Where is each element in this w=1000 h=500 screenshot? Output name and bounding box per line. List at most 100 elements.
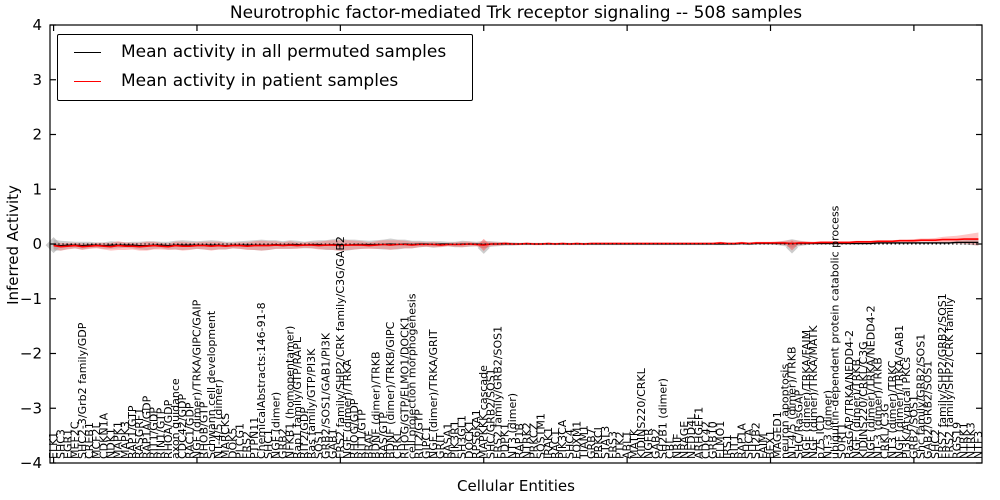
legend-line-red [74, 80, 101, 82]
legend: Mean activity in all permuted samples Me… [57, 34, 474, 101]
x-category-label: cell projection morphogenesis [406, 293, 419, 459]
patient-mean-line [53, 238, 979, 248]
x-category-label: GRB2/SOS1/GAB1/PI3K [320, 332, 333, 459]
x-category-label: RPS6KA1 [470, 409, 483, 459]
x-category-label: IRAK1 [542, 427, 555, 459]
x-category-label: RHOG/GTP/ELMO1/DOCK1 [398, 316, 411, 459]
x-category-label: neuron apoptosis [778, 364, 791, 459]
x-category-label: NT-4/5 (dimer)/TRKB [786, 346, 799, 459]
x-category-label: RasGAP/TRKA/NEDD4-2 [843, 330, 856, 459]
x-category-label: SHC3 [54, 429, 67, 459]
x-category-label: NGFR [642, 428, 655, 459]
x-category-label: RHOB/GTP [198, 401, 211, 459]
y-tick-label: −2 [20, 345, 42, 363]
x-category-label: FRS3 [606, 431, 619, 459]
x-category-label: NFKB1 (homopentamer) [284, 326, 297, 459]
x-category-label: TIAM1 [578, 425, 591, 460]
x-category-label: GRIT [434, 433, 447, 459]
x-category-label: RAP1A [735, 423, 748, 459]
x-category-label: RIN1/GTP [155, 407, 168, 459]
x-category-label: MATK [628, 428, 641, 459]
x-category-label: SHC/GRB2/SOS1 [484, 368, 497, 459]
x-category-label: Rap1 family/GTP/RAPL [291, 336, 304, 459]
x-category-label: ubiquitin-dependent protein catabolic pr… [829, 205, 842, 459]
x-category-label: BEX1 [764, 430, 777, 459]
x-category-label: CRKL/C3G [879, 403, 892, 459]
x-category-label: PIK3R1 [449, 420, 462, 459]
x-axis-label: Cellular Entities [457, 477, 575, 495]
x-category-label: NT3 (dimer)/TRKC [886, 360, 899, 459]
x-category-label: ABL1 [621, 431, 634, 459]
x-category-label: GRB2/SOS1 [907, 395, 920, 459]
x-category-label: PRKCZ [527, 422, 540, 459]
x-category-label: FRS2 family/GRB2/SOS1 [492, 326, 505, 459]
x-category-label: GAB2 [649, 428, 662, 459]
y-tick-label: −1 [20, 290, 42, 308]
x-category-label: p75 ICD [814, 415, 827, 459]
x-category-label: Ras family/GTP/PI3K [305, 348, 318, 459]
x-category-label: Schwann cell development [205, 310, 218, 459]
x-category-label: CDC42 [700, 421, 713, 459]
x-category-label: NRIF [671, 434, 684, 459]
legend-line-black [74, 51, 101, 53]
x-category-label: PI3K/Atypical PKCs [900, 357, 913, 459]
x-category-label: PLCG1 [234, 423, 247, 459]
x-category-label: SHC2 [929, 429, 942, 459]
x-category-label: NT-3 (dimer)/TRKB [872, 357, 885, 459]
x-category-label: CBL [664, 437, 677, 459]
x-category-label: SORT1 [836, 423, 849, 459]
x-category-label: ARHGEF1 [692, 407, 705, 459]
x-category-label: BDNF (dimer)/TRKB/GIPC [384, 321, 397, 459]
x-category-label: FRS2 family/SHP2/GRB2/SOS1 [936, 293, 949, 459]
x-category-label: SHC/RasGAP [793, 389, 806, 459]
legend-entry-patient: Mean activity in patient samples [74, 71, 446, 91]
x-category-label: KIDINS220/CRKL [635, 367, 648, 459]
x-category-label: RASA1 [441, 423, 454, 459]
x-category-label: SH2B1 (dimer) [657, 378, 670, 459]
x-category-label: NEDD4L [685, 413, 698, 459]
x-category-label: NGF (dimer)/TRKA/NEDD4-2 [864, 305, 877, 459]
x-category-label: ELMO1 [714, 421, 727, 459]
x-category-label: SHC2-3/Grb2 family/GDP [76, 322, 89, 459]
x-category-label: FRS2 [241, 431, 254, 459]
x-category-label: RHOA/GDP [162, 399, 175, 459]
x-category-label: RIT1/GDP [148, 407, 161, 459]
y-tick-label: 2 [32, 126, 42, 144]
x-category-label: NGF (dimer)/TRKA/FAIM [800, 330, 813, 459]
x-category-label: NRAGE [678, 421, 691, 459]
x-category-label: RIT1 [728, 434, 741, 459]
x-category-label: NTF3 [972, 431, 985, 459]
x-category-label: SH2B2 [750, 422, 763, 459]
x-category-label: RHOG/GDP [348, 398, 361, 459]
x-category-label: ChemicalAbstracts:146-91-8 [255, 302, 268, 459]
x-category-label: GRB2 [277, 428, 290, 459]
x-category-label: NGF (dimer)/TRKA/GRIT [427, 329, 440, 459]
x-category-label: ELK1 [47, 432, 60, 459]
x-category-label: NT3 (dimer) [506, 393, 519, 459]
legend-entry-permuted: Mean activity in all permuted samples [74, 42, 446, 62]
x-category-label: MCF2L [90, 422, 103, 459]
x-category-label: NGF (dimer)/TRKA [341, 359, 354, 459]
x-category-label: SHC1 [262, 429, 275, 459]
x-category-label: FOXM1 [570, 421, 583, 459]
x-category-label: CRKL [391, 429, 404, 459]
x-category-label: PIK3CA [556, 419, 569, 459]
x-category-label: BRAF [363, 430, 376, 459]
x-category-label: RIT2/GDP [298, 407, 311, 459]
x-category-label: SQSTM1 [535, 413, 548, 459]
legend-label: Mean activity in all permuted samples [121, 42, 447, 62]
chart-title: Neurotrophic factor-mediated Trk recepto… [229, 3, 803, 23]
x-category-label: NGF (dimer)/TRKB [850, 359, 863, 459]
x-category-label: CREB1 [83, 422, 96, 459]
x-category-label: Shc family/GRB2/SOS1 [915, 334, 928, 459]
x-category-label: GAB2/GRB2/SOS1 [922, 361, 935, 459]
x-category-label: RIT2/GTP [413, 409, 426, 459]
x-category-label: MARCKS [219, 413, 232, 459]
x-category-label: EGR1 [61, 429, 74, 459]
x-category-label: FRS2 family/SHP2/CRK family [943, 297, 956, 459]
x-category-label: NGF (dimer) [269, 392, 282, 459]
x-category-label: STAT3 [599, 426, 612, 459]
x-category-label: RAP1B [513, 423, 526, 459]
